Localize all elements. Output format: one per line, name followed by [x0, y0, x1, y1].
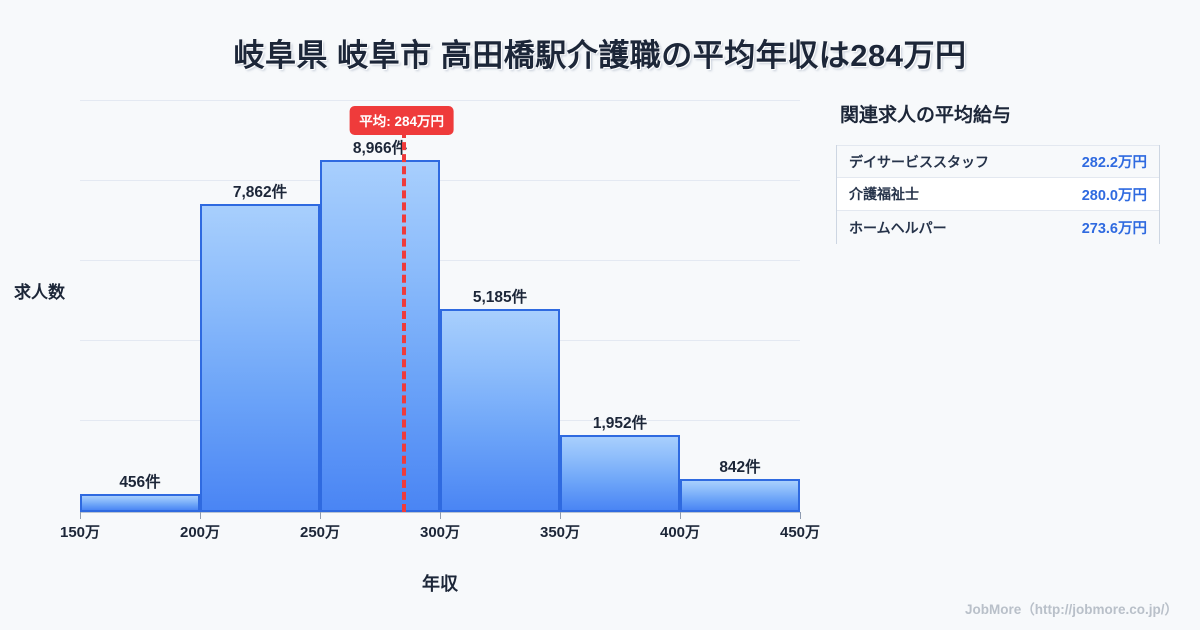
x-axis-tick — [800, 512, 801, 519]
related-salary-table: デイサービススタッフ 282.2万円 介護福祉士 280.0万円 ホームヘルパー… — [836, 145, 1160, 244]
footer-credit: JobMore（http://jobmore.co.jp/） — [965, 602, 1178, 617]
bar-bin-5[interactable] — [560, 435, 680, 512]
bar-bin-1[interactable] — [80, 494, 200, 512]
x-axis-tick-label-4: 300万 — [419, 524, 461, 541]
x-axis-tick-label-7: 450万 — [779, 524, 821, 541]
x-axis-tick — [200, 512, 201, 519]
related-salary-panel: 関連求人の平均給与 デイサービススタッフ 282.2万円 介護福祉士 280.0… — [836, 100, 1166, 244]
bar-value-label-6: 842件 — [719, 459, 761, 476]
x-axis-tick — [320, 512, 321, 519]
gridline — [80, 100, 800, 101]
x-axis-tick — [80, 512, 81, 519]
average-marker-line — [401, 130, 406, 512]
related-salary-title: 関連求人の平均給与 — [840, 105, 1012, 126]
x-axis-tick-label-6: 400万 — [659, 524, 701, 541]
table-row[interactable]: デイサービススタッフ 282.2万円 — [837, 145, 1159, 178]
x-axis-title: 年収 — [422, 574, 458, 594]
x-axis-tick-label-2: 200万 — [179, 524, 221, 541]
bar-bin-2[interactable] — [200, 204, 320, 512]
salary-row-name: デイサービススタッフ — [849, 153, 989, 170]
bar-value-label-1: 456件 — [119, 474, 161, 491]
bar-bin-6[interactable] — [680, 479, 800, 512]
salary-row-value: 282.2万円 — [1081, 155, 1147, 171]
table-row[interactable]: ホームヘルパー 273.6万円 — [837, 211, 1159, 244]
x-axis-tick — [560, 512, 561, 519]
average-marker-badge: 平均: 284万円 — [349, 106, 454, 135]
table-row[interactable]: 介護福祉士 280.0万円 — [837, 178, 1159, 211]
bar-value-label-2: 7,862件 — [232, 184, 288, 201]
salary-row-name: ホームヘルパー — [849, 219, 947, 236]
x-axis-tick — [680, 512, 681, 519]
gridline — [80, 260, 800, 261]
bar-bin-4[interactable] — [440, 309, 560, 512]
bar-bin-3[interactable] — [320, 160, 440, 512]
bar-value-label-4: 5,185件 — [472, 289, 528, 306]
gridline — [80, 180, 800, 181]
x-axis-tick-label-5: 350万 — [539, 524, 581, 541]
bar-value-label-3: 8,966件 — [352, 140, 408, 157]
x-axis-tick-label-3: 250万 — [299, 524, 341, 541]
page-title: 岐阜県 岐阜市 高田橋駅介護職の平均年収は284万円 — [233, 38, 967, 73]
y-axis-title: 求人数 — [14, 283, 65, 302]
x-axis-tick-label-1: 150万 — [59, 524, 101, 541]
salary-row-value: 273.6万円 — [1081, 221, 1147, 237]
salary-row-value: 280.0万円 — [1081, 187, 1147, 204]
x-axis-tick — [440, 512, 441, 519]
bar-value-label-5: 1,952件 — [592, 415, 648, 432]
chart-plot-area — [80, 100, 800, 512]
salary-row-name: 介護福祉士 — [849, 186, 919, 202]
